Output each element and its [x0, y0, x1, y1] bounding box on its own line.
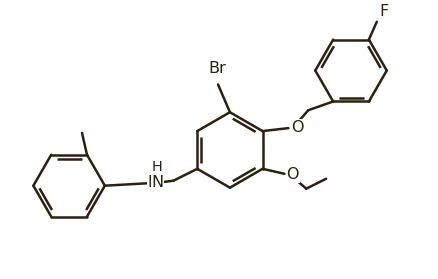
Text: N: N [152, 175, 164, 190]
Text: O: O [291, 120, 304, 135]
Text: H: H [148, 175, 159, 190]
Text: H: H [151, 160, 162, 174]
Text: O: O [286, 167, 299, 182]
Text: Br: Br [208, 61, 226, 76]
Text: F: F [380, 4, 389, 19]
